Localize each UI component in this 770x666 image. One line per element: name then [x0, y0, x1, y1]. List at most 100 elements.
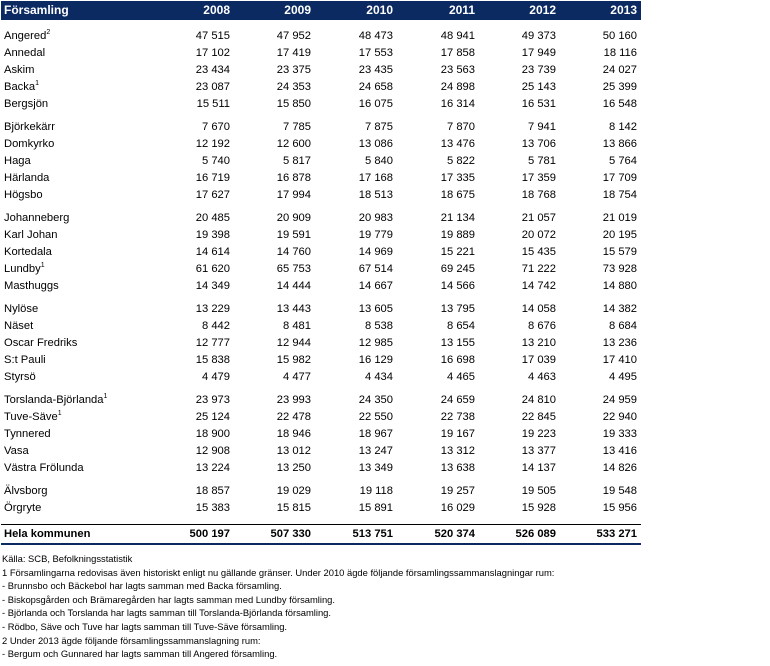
parish-name-cell: Örgryte [1, 500, 153, 517]
value-cell-2013: 16 548 [602, 98, 637, 110]
value-cell-2009: 12 944 [276, 337, 311, 349]
value-cell-2012: 19 223 [521, 428, 556, 440]
table-row: Johanneberg 20 485 20 909 20 983 21 134 21 05… [1, 210, 641, 227]
value-cell-2011: 16 698 [440, 354, 475, 366]
value-cell-2011: 18 675 [440, 189, 475, 201]
value-cell-2010: 13 605 [358, 303, 393, 315]
value-cell-2012: 5 781 [528, 155, 556, 167]
value-cell-2008: 47 515 [195, 30, 230, 42]
footnote-line: - Björlanda och Torslanda har lagts samm… [2, 607, 331, 619]
table-row: Domkyrko 12 192 12 600 13 086 13 476 13 706 13… [1, 136, 641, 153]
value-cell-2011: 8 654 [447, 320, 475, 332]
value-cell-2011: 19 889 [440, 229, 475, 241]
value-cell-2011: 23 563 [440, 64, 475, 76]
value-cell-2013: 13 416 [602, 445, 637, 457]
parish-name-cell: Härlanda [1, 170, 153, 187]
table-body: Angered2 47 515 47 952 48 473 48 941 49 373 50… [1, 20, 641, 545]
parish-name: Oscar Fredriks [4, 337, 78, 349]
total-value-2012: 526 089 [479, 524, 560, 545]
value-cell-2012: 17 359 [521, 172, 556, 184]
table-row: Oscar Fredriks 12 777 12 944 12 985 13 155 13… [1, 335, 641, 352]
value-cell-2012: 24 810 [521, 394, 556, 406]
value-cell-2009: 7 785 [283, 121, 311, 133]
parish-name: Johanneberg [4, 212, 70, 224]
value-cell-2013: 19 548 [602, 485, 637, 497]
value-cell-2013: 50 160 [602, 30, 637, 42]
value-cell-2012: 7 941 [528, 121, 556, 133]
value-cell-2010: 14 667 [358, 280, 393, 292]
value-cell-2013: 20 195 [602, 229, 637, 241]
parish-name: Lundby [4, 263, 41, 275]
value-cell-2011: 22 738 [440, 411, 475, 423]
parish-name: Härlanda [4, 172, 50, 184]
header-cell-2010: 2010 [315, 1, 397, 20]
value-cell-2010: 18 513 [358, 189, 393, 201]
value-cell-2011: 24 659 [440, 394, 475, 406]
value-cell-2008: 13 229 [195, 303, 230, 315]
group-spacer [1, 20, 641, 28]
parish-name-cell: Västra Frölunda [1, 460, 153, 477]
value-cell-2011: 13 155 [440, 337, 475, 349]
value-cell-2013: 5 764 [609, 155, 637, 167]
value-cell-2012: 23 739 [521, 64, 556, 76]
value-cell-2010: 13 247 [358, 445, 393, 457]
value-cell-2010: 12 985 [358, 337, 393, 349]
table-row: Backa1 23 087 24 353 24 658 24 898 25 143 25 3… [1, 79, 641, 96]
footnote-marker: 1 [57, 410, 62, 417]
parish-name: Högsbo [4, 189, 43, 201]
value-cell-2013: 14 382 [602, 303, 637, 315]
value-cell-2013: 17 709 [602, 172, 637, 184]
footnote-line: 1 Församlingarna redovisas även historis… [2, 566, 555, 578]
value-cell-2009: 17 419 [276, 47, 311, 59]
parish-name: Torslanda-Björlanda [4, 394, 104, 406]
table-row: Torslanda-Björlanda1 23 973 23 993 24 350 24… [1, 392, 641, 409]
table-row: Kortedala 14 614 14 760 14 969 15 221 15 435 1… [1, 244, 641, 261]
value-cell-2013: 24 959 [602, 394, 637, 406]
parish-name: Bergsjön [4, 98, 49, 110]
parish-name: Karl Johan [4, 229, 58, 241]
value-cell-2010: 17 168 [358, 172, 393, 184]
value-cell-2009: 13 443 [276, 303, 311, 315]
parish-name: Näset [4, 320, 34, 332]
parish-name: Nylöse [4, 303, 39, 315]
value-cell-2013: 15 579 [602, 246, 637, 258]
value-cell-2012: 18 768 [521, 189, 556, 201]
header-cell-2013: 2013 [560, 1, 641, 20]
value-cell-2010: 20 983 [358, 212, 393, 224]
parish-name-cell: Bergsjön [1, 96, 153, 113]
value-cell-2012: 21 057 [521, 212, 556, 224]
table-row: Masthuggs 14 349 14 444 14 667 14 566 14 742 1… [1, 278, 641, 295]
value-cell-2008: 4 479 [202, 371, 230, 383]
value-cell-2010: 4 434 [365, 371, 393, 383]
header-cell-2011: 2011 [397, 1, 479, 20]
value-cell-2012: 17 949 [521, 47, 556, 59]
value-cell-2010: 14 969 [358, 246, 393, 258]
total-value-2013: 533 271 [560, 524, 641, 545]
value-cell-2009: 4 477 [283, 371, 311, 383]
value-cell-2013: 21 019 [602, 212, 637, 224]
value-cell-2009: 22 478 [276, 411, 311, 423]
value-cell-2012: 13 706 [521, 138, 556, 150]
footnote-line: 2 Under 2013 ägde följande församlingssa… [2, 634, 261, 646]
parish-name-cell: Högsbo [1, 187, 153, 204]
table-row: Högsbo 17 627 17 994 18 513 18 675 18 768 18 7… [1, 187, 641, 204]
value-cell-2010: 13 349 [358, 462, 393, 474]
value-cell-2008: 7 670 [202, 121, 230, 133]
parish-name-cell: Askim [1, 62, 153, 79]
parish-name-cell: Haga [1, 153, 153, 170]
table-row: Askim 23 434 23 375 23 435 23 563 23 739 24 02… [1, 62, 641, 79]
parish-name: Älvsborg [4, 485, 48, 497]
parish-name-cell: Nylöse [1, 301, 153, 318]
footnote-marker: 1 [40, 262, 45, 269]
value-cell-2012: 14 742 [521, 280, 556, 292]
value-cell-2010: 22 550 [358, 411, 393, 423]
value-cell-2008: 17 102 [195, 47, 230, 59]
value-cell-2013: 18 754 [602, 189, 637, 201]
value-cell-2008: 23 434 [195, 64, 230, 76]
value-cell-2013: 73 928 [602, 263, 637, 275]
parish-name-cell: Johanneberg [1, 210, 153, 227]
parish-name-cell: Björkekärr [1, 119, 153, 136]
parish-name-cell: Lundby1 [1, 261, 153, 278]
table-row: Nylöse 13 229 13 443 13 605 13 795 14 058 14 3… [1, 301, 641, 318]
value-cell-2013: 24 027 [602, 64, 637, 76]
